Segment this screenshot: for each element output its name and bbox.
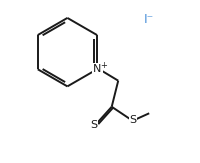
Text: S: S: [91, 120, 98, 130]
Text: S: S: [129, 115, 136, 125]
Text: I⁻: I⁻: [144, 13, 154, 26]
Text: N: N: [93, 64, 101, 74]
Text: +: +: [100, 61, 107, 70]
